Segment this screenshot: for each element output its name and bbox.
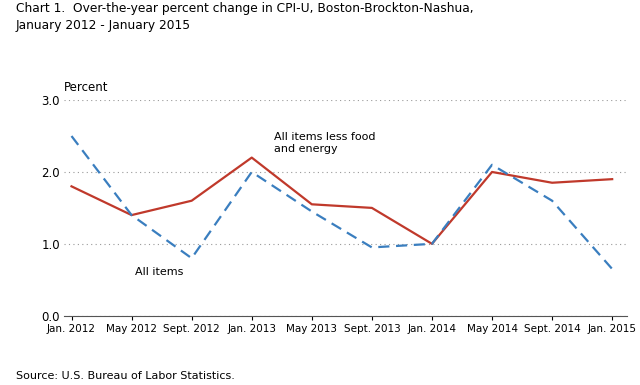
Text: All items less food
and energy: All items less food and energy <box>275 132 376 154</box>
Text: Source: U.S. Bureau of Labor Statistics.: Source: U.S. Bureau of Labor Statistics. <box>16 371 235 381</box>
Text: Percent: Percent <box>64 81 109 94</box>
Text: All items: All items <box>134 267 183 277</box>
Text: Chart 1.  Over-the-year percent change in CPI-U, Boston-Brockton-Nashua,
January: Chart 1. Over-the-year percent change in… <box>16 2 474 32</box>
